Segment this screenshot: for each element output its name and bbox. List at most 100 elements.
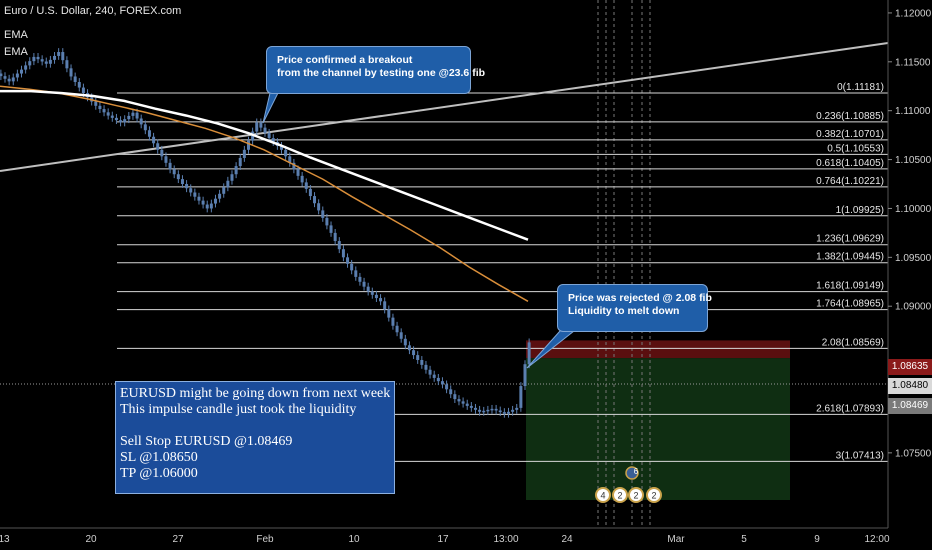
candle-body <box>172 169 176 175</box>
candle-body <box>321 210 325 218</box>
ema-indicator-label-2[interactable]: EMA <box>4 46 28 58</box>
candle-body <box>65 60 69 69</box>
candle-body <box>3 76 7 79</box>
candle-body <box>383 301 387 310</box>
fib-level-label: 2.618(1.07893) <box>816 403 884 414</box>
candle-body <box>317 203 321 211</box>
candle-body <box>453 394 457 400</box>
time-tick-label: 20 <box>85 534 97 545</box>
candle-body <box>36 56 40 60</box>
time-tick-label: 5 <box>741 534 747 545</box>
rejection-annotation[interactable]: Price was rejected @ 2.08 fib Liquidity … <box>557 284 712 332</box>
candle-body <box>127 115 131 120</box>
breakout-annotation[interactable]: Price confirmed a breakout from the chan… <box>266 46 486 94</box>
candle-body <box>461 401 465 404</box>
trade-note-line-4: SL @1.08650 <box>120 450 198 465</box>
breakout-note-line-2: from the channel by testing one @23.6 fi… <box>277 67 486 79</box>
time-tick-label: 17 <box>437 534 449 545</box>
candle-body <box>440 381 444 385</box>
candle-body <box>119 120 123 123</box>
candle-body <box>123 119 127 123</box>
time-tick-label: Mar <box>667 534 685 545</box>
candle-body <box>300 175 304 183</box>
candle-body <box>482 410 486 413</box>
candle-body <box>114 117 118 121</box>
candle-body <box>222 187 226 194</box>
symbol-title[interactable]: Euro / U.S. Dollar, 240, FOREX.com <box>4 5 182 17</box>
channel-line <box>0 42 889 172</box>
candle-body <box>399 332 403 339</box>
candle-body <box>57 52 61 56</box>
candle-body <box>391 317 395 326</box>
candle-body <box>379 298 383 302</box>
candle-body <box>168 162 172 170</box>
candle-body <box>350 263 354 271</box>
candle-body <box>98 105 102 110</box>
fib-level-label: 0.382(1.10701) <box>816 129 884 140</box>
fib-level-label: 1(1.09925) <box>836 205 884 216</box>
candle-body <box>197 196 201 201</box>
candle-body <box>15 73 19 78</box>
candle-body <box>494 408 498 411</box>
candle-body <box>498 410 502 413</box>
fib-level-label: 0.5(1.10553) <box>827 143 884 154</box>
stop-price-label: 1.08635 <box>888 359 932 375</box>
price-tick-label: 1.10500 <box>895 155 932 166</box>
candle-body <box>432 374 436 378</box>
time-tick-label: Feb <box>256 534 274 545</box>
time-tick-label: 12:00 <box>864 534 889 545</box>
candle-body <box>242 149 246 158</box>
candle-body <box>213 198 217 204</box>
fib-level-label: 1.618(1.09149) <box>816 281 884 292</box>
candle-body <box>143 124 147 131</box>
candle-body <box>32 56 36 62</box>
candle-body <box>304 182 308 189</box>
fib-level-label: 3(1.07413) <box>836 450 884 461</box>
price-tick-label: 1.09000 <box>895 302 932 313</box>
candle-body <box>506 411 510 414</box>
trade-zones <box>0 340 888 500</box>
channel-trendline[interactable] <box>0 42 889 172</box>
ema-indicator-label[interactable]: EMA <box>4 29 28 41</box>
candle-body <box>230 174 234 181</box>
event-badges[interactable]: 4 2 2 2 6 <box>595 466 662 503</box>
candle-body <box>94 101 98 106</box>
price-tick-label: 1.07500 <box>895 448 932 459</box>
candle-body <box>102 109 106 113</box>
candle-body <box>152 136 156 144</box>
fib-level-label: 0.236(1.10885) <box>816 111 884 122</box>
candle-body <box>263 127 267 133</box>
candle-body <box>308 188 312 197</box>
candle-body <box>465 403 469 406</box>
candle-body <box>44 61 48 64</box>
ema-line <box>0 89 529 241</box>
candle-body <box>20 69 24 74</box>
candle-body <box>147 130 151 137</box>
candle-body <box>346 257 350 264</box>
entry-price-label: 1.08469 <box>888 398 932 414</box>
candle-body <box>469 405 473 408</box>
candle-body <box>341 249 345 258</box>
candle-body <box>473 407 477 410</box>
candle-body <box>313 196 317 204</box>
trade-note-line-1: EURUSD might be going down from next wee… <box>120 386 391 401</box>
current-price-label: 1.08480 <box>888 378 932 394</box>
candle-body <box>209 203 213 209</box>
time-tick-label: 9 <box>814 534 820 545</box>
time-axis[interactable]: 13 20 27 Feb 10 17 13:00 24 Mar 5 9 12:00 <box>0 527 890 545</box>
candle-body <box>420 359 424 365</box>
candle-body <box>160 149 164 157</box>
candle-body <box>238 157 242 167</box>
event-badge <box>595 487 611 503</box>
trade-note-box[interactable]: EURUSD might be going down from next wee… <box>115 381 395 494</box>
fib-level-label: 0.618(1.10405) <box>816 158 884 169</box>
candle-body <box>110 115 114 118</box>
ema-line <box>0 85 529 302</box>
price-tick-label: 1.10000 <box>895 204 932 215</box>
candle-body <box>81 87 85 94</box>
candle-body <box>28 61 32 66</box>
candle-body <box>139 118 143 125</box>
stop-loss-zone <box>526 340 790 359</box>
candle-body <box>329 225 333 233</box>
candle-body <box>73 76 77 83</box>
